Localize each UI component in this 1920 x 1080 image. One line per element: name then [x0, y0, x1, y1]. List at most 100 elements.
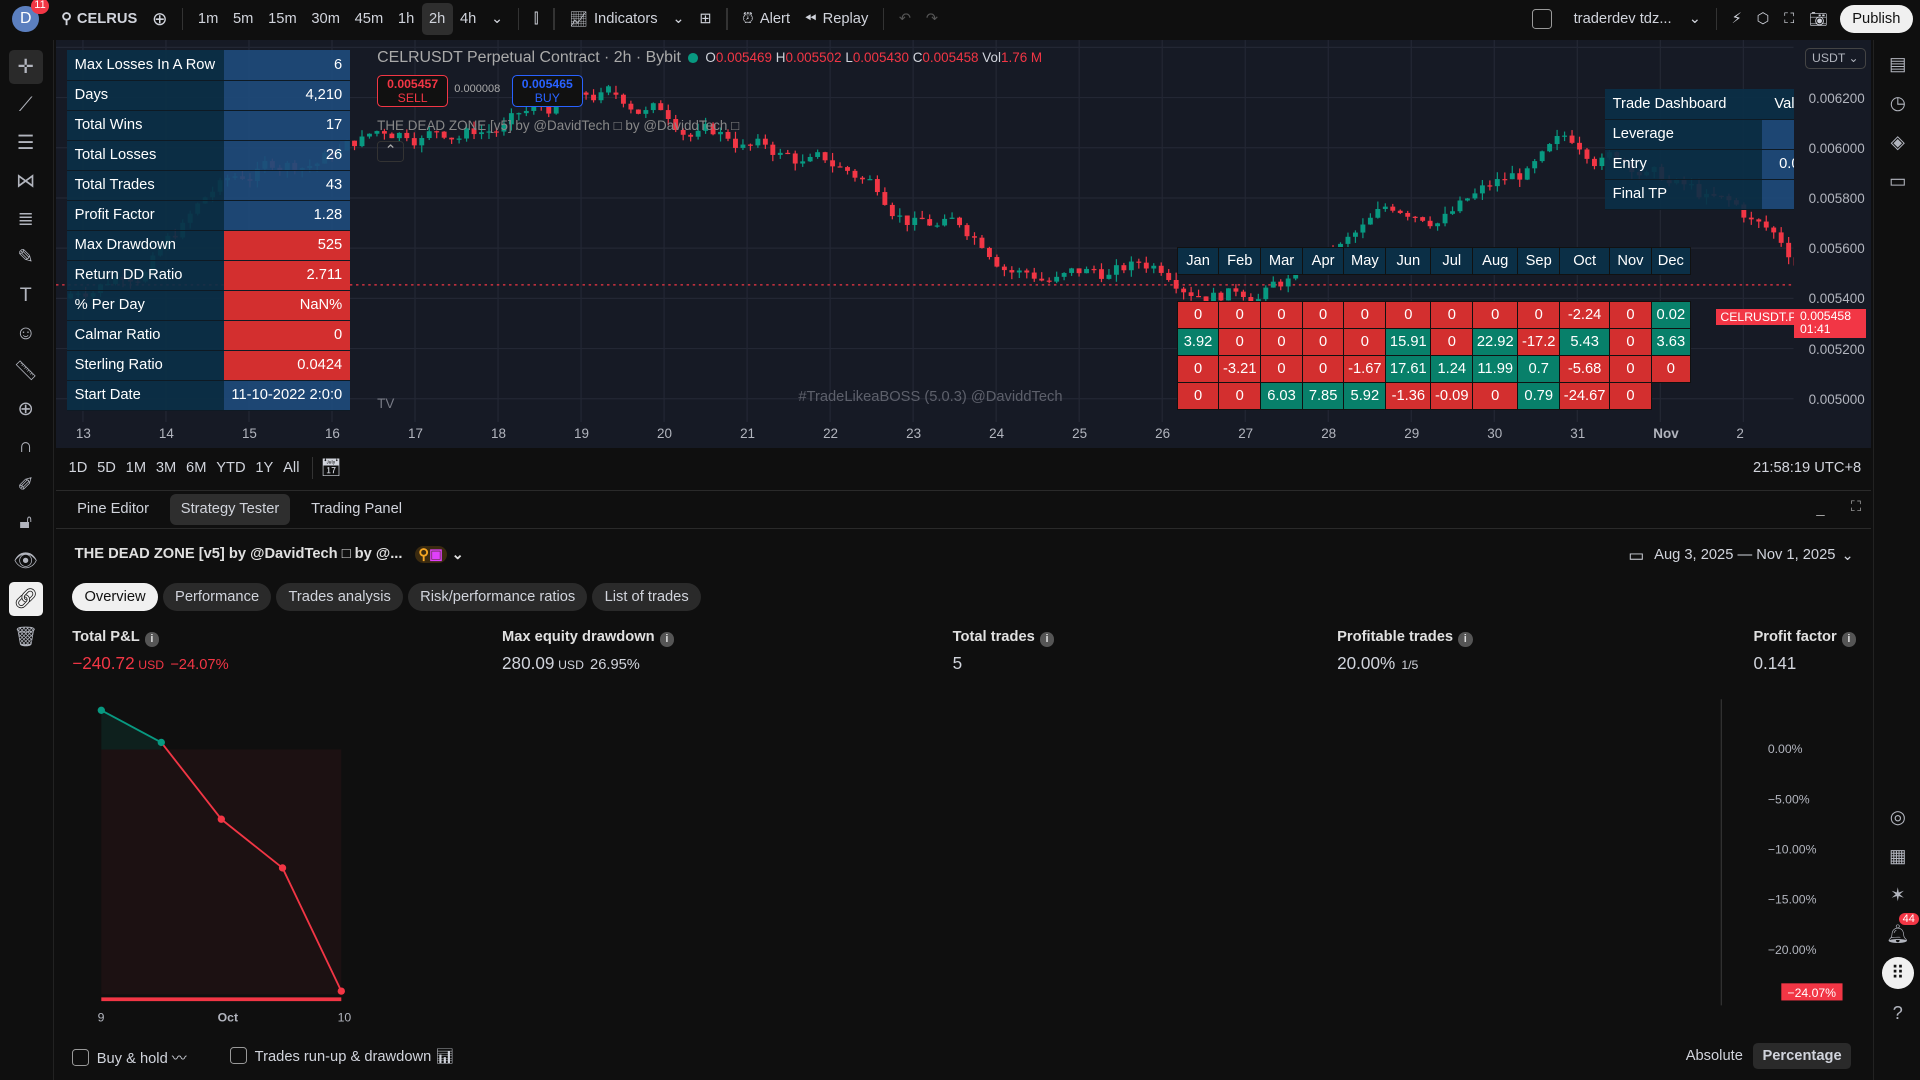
- sell-button[interactable]: 0.005457 SELL: [377, 74, 449, 107]
- pattern-tool[interactable]: ⋈: [9, 164, 43, 198]
- alert-button[interactable]: ⏰︎ Alert: [735, 3, 797, 35]
- settings-button[interactable]: ⬡: [1749, 3, 1777, 35]
- timeframe-15m[interactable]: 15m: [268, 10, 297, 27]
- emoji-tool[interactable]: ☺: [9, 316, 43, 350]
- range-1D[interactable]: 1D: [68, 459, 88, 476]
- timeframe-30m[interactable]: 30m: [311, 10, 340, 27]
- range-YTD[interactable]: YTD: [216, 459, 246, 476]
- range-1Y[interactable]: 1Y: [255, 459, 274, 476]
- hide-tool[interactable]: 👁︎: [9, 544, 43, 578]
- runup-drawdown-toggle[interactable]: Trades run-up & drawdown 📊︎: [230, 1047, 454, 1065]
- indicators-dropdown[interactable]: ⌄: [665, 3, 692, 35]
- equity-chart[interactable]: 0.00% −5.00% −10.00% −15.00% −20.00% −24.07% 9…: [56, 687, 1871, 1030]
- chart-type-button[interactable]: ⫿: [527, 3, 546, 35]
- clock[interactable]: 21:58:19 UTC+8: [1753, 459, 1862, 476]
- undo-button[interactable]: ↶: [892, 3, 919, 35]
- indicators-button[interactable]: 📈︎ Indicators: [562, 3, 665, 35]
- publish-button[interactable]: Publish: [1840, 4, 1913, 34]
- range-1M[interactable]: 1M: [125, 459, 147, 476]
- timeframe-5m[interactable]: 5m: [233, 10, 254, 27]
- forecast-tool[interactable]: ≣: [9, 202, 43, 236]
- lock-tool[interactable]: 🔓︎: [9, 506, 43, 540]
- avatar[interactable]: D 11: [12, 0, 50, 33]
- date-range-selector[interactable]: ▭ Aug 3, 2025 — Nov 1, 2025 ⌄: [1628, 544, 1854, 565]
- percentage-toggle[interactable]: Percentage: [1752, 1043, 1852, 1069]
- watchlist-button[interactable]: ▤: [1882, 48, 1914, 80]
- info-icon[interactable]: i: [1457, 632, 1473, 648]
- apps-button[interactable]: ⠿: [1881, 957, 1914, 990]
- chat-button[interactable]: ▭: [1882, 165, 1914, 197]
- timeframe-4h[interactable]: 4h: [459, 10, 477, 27]
- layouts-button[interactable]: ⊞: [692, 3, 719, 35]
- info-icon[interactable]: i: [1841, 632, 1857, 648]
- symbol-search[interactable]: ⚲ CELRUS: [54, 3, 145, 35]
- range-3M[interactable]: 3M: [155, 459, 177, 476]
- indicator-legend[interactable]: THE DEAD ZONE [v5] by @DavidTech □ by @D…: [377, 117, 740, 133]
- buy-button[interactable]: 0.005465 BUY: [511, 74, 583, 107]
- crosshair-tool[interactable]: ✛: [8, 50, 43, 85]
- panel-tab[interactable]: Trading Panel: [311, 501, 403, 518]
- date-range-icon[interactable]: 📅︎: [320, 457, 343, 478]
- price-axis[interactable]: USDT ⌄ 0.006200 0.006000 0.005800 0.005600 0…: [1715, 40, 1872, 449]
- maximize-panel-button[interactable]: ⛶: [1851, 499, 1861, 515]
- fullscreen-button[interactable]: ⛶: [1777, 3, 1802, 35]
- range-5D[interactable]: 5D: [97, 459, 116, 476]
- text-tool[interactable]: T: [9, 278, 43, 312]
- subtab[interactable]: Overview: [72, 582, 158, 611]
- fib-tool[interactable]: ☰: [9, 126, 43, 160]
- subtab[interactable]: Risk/performance ratios: [407, 582, 588, 611]
- stats-row: Start Date 11-10-2022 2:0:0: [67, 380, 350, 411]
- stay-drawing-tool[interactable]: ✐: [9, 468, 43, 502]
- info-icon[interactable]: i: [144, 632, 160, 648]
- currency-select[interactable]: USDT ⌄: [1804, 47, 1867, 69]
- help-button[interactable]: ?: [1882, 997, 1914, 1029]
- replay-button[interactable]: ⏪︎ Replay: [797, 3, 875, 35]
- delete-tool[interactable]: 🗑︎: [9, 619, 43, 653]
- panel-tab[interactable]: Strategy Tester: [169, 493, 291, 525]
- add-symbol-button[interactable]: ⊕: [145, 3, 175, 35]
- subtab[interactable]: List of trades: [592, 582, 701, 611]
- watermark-text: #TradeLikeaBOSS (5.0.3) @DaviddTech: [798, 389, 1063, 406]
- subtab[interactable]: Trades analysis: [276, 582, 404, 611]
- legend-title[interactable]: CELRUSDT Perpetual Contract · 2h · Bybit: [377, 48, 681, 66]
- subtab[interactable]: Performance: [162, 582, 272, 611]
- ruler-tool[interactable]: 📏︎: [9, 354, 43, 388]
- timeframe-1m[interactable]: 1m: [197, 10, 219, 27]
- layout-checkbox[interactable]: [1525, 3, 1567, 35]
- candle-body: [695, 131, 701, 138]
- zoom-tool[interactable]: ⊕: [9, 392, 43, 426]
- quick-search-button[interactable]: ⚡︎: [1724, 3, 1749, 35]
- panel-tab[interactable]: Pine Editor: [77, 501, 149, 518]
- notifications-button[interactable]: 🔔︎ 44: [1882, 913, 1919, 950]
- magnet-tool[interactable]: ∩: [9, 430, 43, 464]
- layout-name[interactable]: traderdev tdz... ⌄: [1566, 3, 1708, 35]
- info-icon[interactable]: i: [659, 632, 675, 648]
- price-chart[interactable]: TV #TradeLikeaBOSS (5.0.3) @DaviddTech M…: [56, 40, 1871, 449]
- candle-body: [1091, 269, 1097, 271]
- minimize-panel-button[interactable]: _: [1816, 501, 1824, 517]
- alerts-button[interactable]: ◷: [1882, 87, 1914, 119]
- trendline-tool[interactable]: ⟋: [9, 88, 43, 122]
- month-cell: 6.03: [1260, 382, 1303, 410]
- brush-tool[interactable]: ✎: [9, 240, 43, 274]
- info-icon[interactable]: i: [1039, 632, 1055, 648]
- buy-hold-toggle[interactable]: Buy & hold 〰: [72, 1047, 187, 1068]
- month-cell: 5.43: [1559, 328, 1611, 357]
- snapshot-button[interactable]: 📷︎: [1802, 3, 1835, 35]
- timeframe-45m[interactable]: 45m: [354, 10, 384, 27]
- object-tree-button[interactable]: ◈: [1882, 126, 1914, 158]
- timeframe-2h[interactable]: 2h: [421, 3, 453, 35]
- heatmap-button[interactable]: ✶: [1882, 879, 1914, 911]
- collapse-legend-button[interactable]: ⌃: [377, 140, 405, 162]
- range-6M[interactable]: 6M: [186, 459, 207, 476]
- ideas-button[interactable]: ◎: [1882, 801, 1914, 833]
- time-axis[interactable]: 13 14 15 16 17 18 19 20 21 22 23 24 25 26 27 28 29 30 31 No…: [56, 422, 1794, 448]
- timeframe-1h[interactable]: 1h: [397, 10, 415, 27]
- sync-drawings-tool[interactable]: 🔗︎: [8, 581, 43, 616]
- timeframe-dropdown[interactable]: ⌄: [484, 3, 511, 35]
- calendar-button[interactable]: ▦: [1882, 840, 1914, 872]
- redo-button[interactable]: ↷: [919, 3, 946, 35]
- absolute-toggle[interactable]: Absolute: [1685, 1047, 1743, 1064]
- range-All[interactable]: All: [283, 459, 300, 476]
- strategy-selector[interactable]: THE DEAD ZONE [v5] by @DavidTech □ by @.…: [75, 545, 464, 563]
